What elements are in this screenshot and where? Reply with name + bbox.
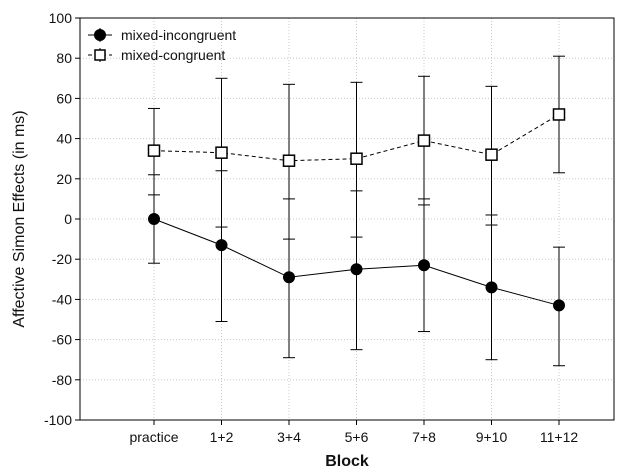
y-tick-label: -60 [52,332,72,348]
legend: mixed-incongruent mixed-congruent [88,27,236,63]
x-tick-label: 7+8 [412,429,436,445]
y-axis-title: Affective Simon Effects (in ms) [11,110,28,327]
y-tick-label: 40 [56,131,72,147]
y-tick-label: -20 [52,251,72,267]
data-point-mixed-incongruent [148,213,160,225]
data-point-mixed-incongruent [215,239,228,252]
x-tick-label: practice [129,429,178,445]
legend-label-mixed-incongruent: mixed-incongruent [121,27,236,43]
data-point-mixed-congruent [417,134,431,147]
x-tick-label: 11+12 [540,429,578,445]
data-point-mixed-congruent [552,108,566,121]
data-point-mixed-congruent [215,146,228,159]
legend-marker-mixed-congruent [94,49,106,61]
series-layer [147,55,566,367]
x-tick-label: 1+2 [210,429,234,445]
legend-marker-mixed-incongruent [94,29,106,41]
x-axis-title: Block [325,453,369,470]
y-tick-label: -80 [52,372,72,388]
legend-label-mixed-congruent: mixed-congruent [121,47,225,63]
y-tick-label: 0 [64,211,72,227]
x-tick-label: 5+6 [345,429,369,445]
y-tick-label: 100 [49,10,73,26]
series-mixed-congruent [147,55,566,240]
data-point-mixed-congruent [282,154,296,167]
y-tick-label: -40 [52,291,72,307]
axis-ticks: 100 80 60 40 20 0 -20 -40 -60 -80 -100 practice 1+2 3… [44,10,578,445]
x-tick-label: 9+10 [476,429,508,445]
data-point-mixed-congruent [147,144,161,157]
y-tick-label: 60 [56,90,72,106]
data-point-mixed-incongruent [418,259,430,272]
data-point-mixed-incongruent [553,299,565,312]
data-point-mixed-incongruent [485,281,498,294]
y-tick-label: -100 [44,412,72,428]
y-tick-label: 20 [56,171,72,187]
data-point-mixed-congruent [485,148,498,161]
data-point-mixed-incongruent [350,263,363,276]
x-tick-label: 3+4 [277,429,301,445]
data-point-mixed-congruent [350,152,363,165]
y-tick-label: 80 [56,50,72,66]
data-point-mixed-incongruent [283,271,295,284]
